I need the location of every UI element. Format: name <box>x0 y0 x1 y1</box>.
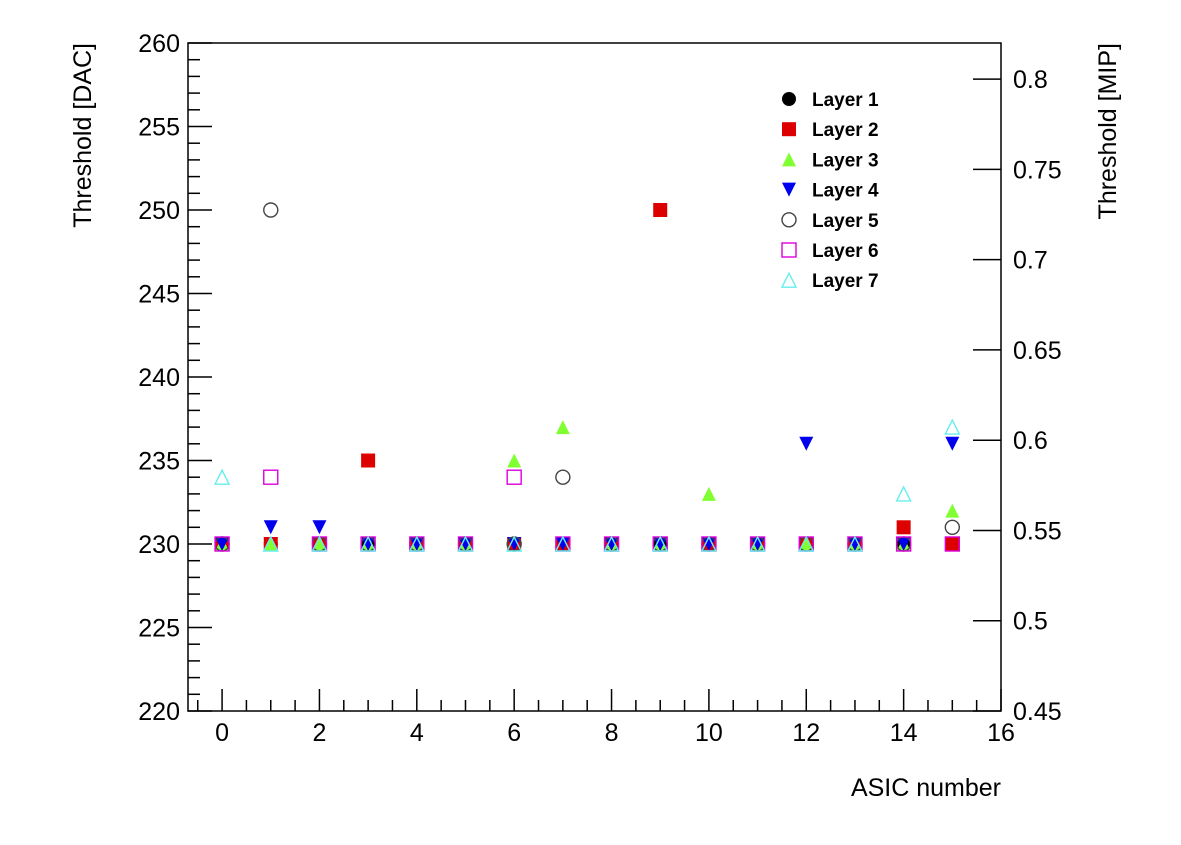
legend-marker-layer-1 <box>782 92 796 106</box>
x-tick-label: 6 <box>507 719 521 747</box>
layer-4-point <box>215 537 230 551</box>
layer-2-point <box>945 537 960 551</box>
layer-7-point <box>944 418 961 435</box>
y2-tick-label: 0.7 <box>1013 247 1048 275</box>
layer-5-point <box>944 519 961 535</box>
layer-4-point <box>458 537 473 551</box>
y2-tick-label: 0.65 <box>1013 337 1062 365</box>
layer-7-point <box>457 535 474 552</box>
x-tick-label: 2 <box>312 719 326 747</box>
y-tick-label: 260 <box>138 30 180 58</box>
legend-marker-layer-2 <box>782 122 796 137</box>
layer-3-point <box>701 486 716 501</box>
x-axis-title: ASIC number <box>851 774 1001 802</box>
layer-4-point <box>409 537 424 551</box>
layer-6-point <box>895 536 912 552</box>
y2-tick-label: 0.8 <box>1013 66 1048 94</box>
layer-4-point <box>507 537 522 551</box>
data-points <box>213 202 961 552</box>
x-tick-label: 4 <box>410 719 424 747</box>
layer-4-point <box>750 537 765 551</box>
layer-7-point <box>749 535 766 552</box>
layer-5-point <box>263 202 279 218</box>
x-tick-label: 8 <box>605 719 619 747</box>
layer-4-point <box>361 537 376 551</box>
x-tick-label: 16 <box>987 719 1015 747</box>
layer-3-point <box>799 537 814 551</box>
layer-4-point <box>555 537 570 551</box>
legend-label-layer-3: Layer 3 <box>812 150 879 171</box>
layer-7-point <box>603 535 620 552</box>
layer-6-point <box>263 469 279 485</box>
layer-4-point <box>653 537 668 551</box>
y-tick-label: 220 <box>138 698 180 726</box>
layer-7-point <box>652 535 669 552</box>
legend-marker-layer-7 <box>780 271 798 288</box>
layer-4-point <box>701 537 716 551</box>
layer-7-point <box>554 535 571 552</box>
layer-7-point <box>700 535 718 552</box>
layer-2-point <box>653 203 668 217</box>
plot-frame <box>187 42 1002 712</box>
layer-6-point <box>506 469 522 485</box>
legend: Layer 1 Layer 2 Layer 3 Layer 4 Layer 5 Layer… <box>780 90 879 292</box>
legend-label-layer-2: Layer 2 <box>812 120 879 141</box>
y2-tick-label: 0.6 <box>1013 427 1048 455</box>
legend-marker-layer-6 <box>781 242 797 258</box>
legend-label-layer-5: Layer 5 <box>812 211 879 232</box>
x-tick-label: 0 <box>215 719 229 747</box>
layer-3-point <box>263 537 278 551</box>
y2-tick-label: 0.45 <box>1013 698 1062 726</box>
y2-tick-label: 0.55 <box>1013 517 1062 545</box>
x-tick-label: 12 <box>792 719 820 747</box>
layer-4-point <box>799 436 814 451</box>
y2-axis-title: Threshold [MIP] <box>1094 43 1122 219</box>
layer-4-point <box>263 520 278 535</box>
layer-7-point <box>262 535 279 552</box>
layer-7-point <box>846 535 864 552</box>
y2-tick-label: 0.5 <box>1013 608 1048 636</box>
layer-5-point <box>555 469 571 485</box>
layer-4-point <box>896 537 911 551</box>
y-tick-label: 235 <box>138 448 180 476</box>
layer-7-point <box>408 535 425 552</box>
x-tick-label: 10 <box>695 719 723 747</box>
y-tick-label: 225 <box>138 615 180 643</box>
y-axis-title: Threshold [DAC] <box>69 43 97 228</box>
legend-label-layer-6: Layer 6 <box>812 241 879 262</box>
layer-6-point <box>944 536 961 552</box>
x-tick-label: 14 <box>890 719 918 747</box>
y-tick-label: 245 <box>138 281 180 309</box>
legend-marker-layer-3 <box>782 152 796 167</box>
layer-3-point <box>555 420 570 435</box>
layer-4-point <box>945 436 960 451</box>
layer-4-point <box>847 537 862 551</box>
layer-2-point <box>361 453 376 468</box>
layer-2-point <box>896 520 911 535</box>
legend-marker-layer-5 <box>781 212 797 228</box>
y-tick-label: 240 <box>138 364 180 392</box>
y-tick-label: 255 <box>138 114 180 142</box>
legend-marker-layer-4 <box>782 182 796 197</box>
y-tick-label: 250 <box>138 197 180 225</box>
layer-3-point <box>507 453 522 468</box>
layer-6-point <box>214 536 230 552</box>
layer-3-point <box>312 537 327 551</box>
legend-label-layer-7: Layer 7 <box>812 271 879 292</box>
y2-tick-label: 0.75 <box>1013 156 1062 184</box>
axes: 0 2 4 6 8 10 12 14 16 220 225 230 235 240 245 250 255 260… <box>138 30 1061 747</box>
layer-7-point <box>506 535 523 552</box>
legend-label-layer-1: Layer 1 <box>812 90 879 111</box>
y-tick-label: 230 <box>138 531 180 559</box>
layer-7-point <box>798 535 815 552</box>
layer-4-point <box>312 520 327 535</box>
layer-7-point <box>311 535 328 552</box>
layer-7-point <box>213 468 231 485</box>
layer-7-point <box>359 535 377 552</box>
layer-3-point <box>945 503 960 518</box>
legend-label-layer-4: Layer 4 <box>812 181 879 202</box>
layer-7-point <box>895 485 912 502</box>
layer-4-point <box>604 537 619 551</box>
